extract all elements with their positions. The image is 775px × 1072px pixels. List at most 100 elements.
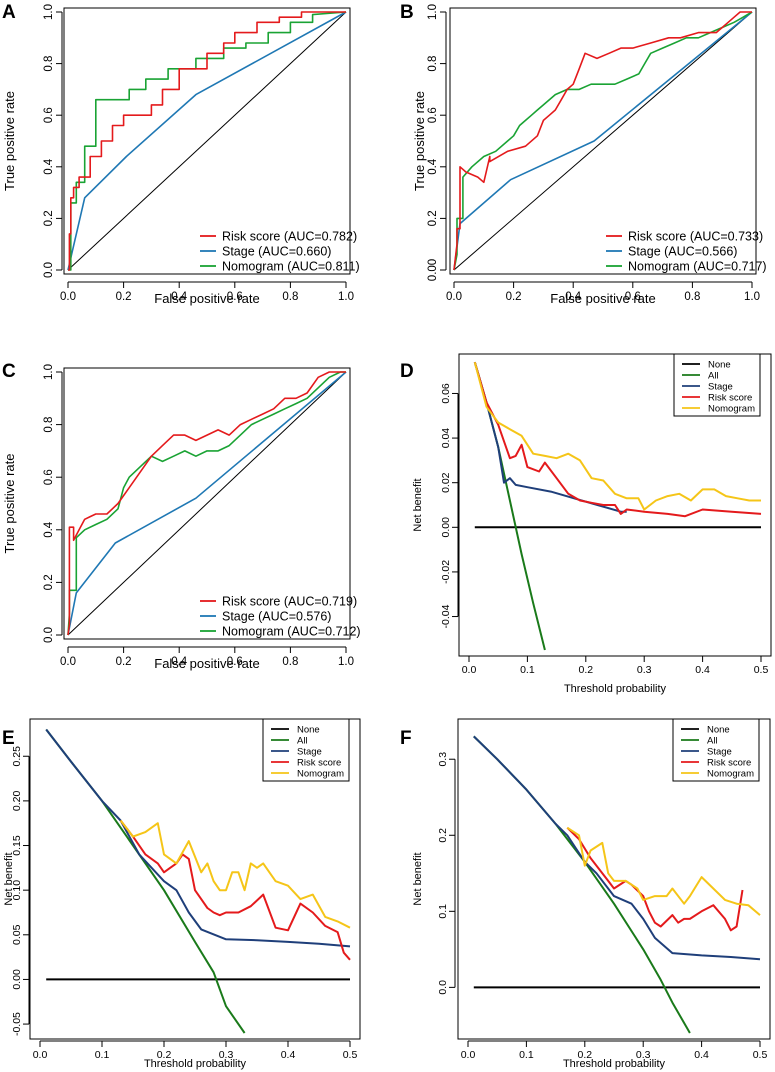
y-tick-label: 0.6 [43,107,55,123]
x-tick-label: 1.0 [338,656,354,668]
series-line-nomogram [67,371,346,636]
x-tick-label: 0.8 [282,656,298,668]
x-tick-label: 0.8 [684,291,700,303]
y-tick-label: 0.2 [43,210,55,226]
series-line-all [473,735,691,1034]
y-tick-label: 0.00 [440,517,452,538]
y-tick-label: 0.15 [11,835,23,856]
panel-b: B 0.0 0.2 0.4 0.6 0.8 1.0 0.00 0.2 0.4 0.6 0.8 1.0 Fa… [400,2,767,306]
plot-frame [29,718,361,1040]
x-tick-label: 0.2 [157,1049,172,1061]
series-line-risk [473,361,762,518]
legend-label-nomogram: Nomogram [708,404,755,415]
x-tick-label: 0.0 [446,291,462,303]
y-axis-title: Net benefit [3,852,15,905]
legend-label-all: All [297,736,308,747]
reference-diagonal [453,11,753,271]
y-tick-label: 0.2 [427,210,439,226]
legend: Risk score (AUC=0.733)Stage (AUC=0.566)N… [606,230,767,274]
plot-frame [449,7,757,275]
reference-diagonal [67,371,347,636]
x-tick-label: 0.0 [33,1049,48,1061]
y-tick-label: 0.10 [11,880,23,901]
legend-label-stage: Stage [297,747,322,758]
y-tick-label: 0.05 [11,924,23,945]
panel-e: E 0.0 0.1 0.2 0.3 0.4 0.5 -0.05 0.00 0.05 0.10 0.15… [2,718,361,1070]
x-tick-label: 0.0 [60,656,76,668]
legend-label-risk: Risk score (AUC=0.733) [628,230,763,244]
legend-label-none: None [707,725,730,736]
y-tick-label: 0.8 [43,417,55,433]
legend-label-nomogram: Nomogram [707,769,754,780]
legend-label-risk: Risk score (AUC=0.719) [222,595,357,609]
y-tick-label: 0.4 [43,158,55,175]
series-line-risk [566,826,744,932]
legend-label-nomogram: Nomogram (AUC=0.717) [628,260,767,274]
series-line-stage [67,371,347,636]
y-tick-label: 0.0 [437,980,449,995]
legend-label-all: All [707,736,718,747]
y-tick-label: 0.8 [427,56,439,72]
y-tick-label: -0.05 [11,1012,23,1036]
series-line-nomogram [473,361,761,511]
series-line-risk [68,11,346,271]
x-tick-label: 0.4 [565,291,582,303]
x-tick-label: 0.2 [506,291,522,303]
legend-label-nomogram: Nomogram [297,769,344,780]
x-tick-label: 0.6 [227,291,243,303]
legend-label-all: All [708,371,719,382]
panel-letter: B [400,2,414,23]
reference-diagonal [67,11,347,271]
legend-label-none: None [297,725,320,736]
x-tick-label: 0.8 [282,291,298,303]
panel-a: A 0.0 0.2 0.4 0.6 0.8 1.0 0.0 0.2 0.4 0.6 0.8 1.0 Fal… [2,2,360,306]
y-tick-label: 0.04 [440,428,452,449]
y-tick-label: 0.20 [11,791,23,812]
x-tick-label: 0.3 [637,664,652,676]
panel-c: C 0.0 0.2 0.4 0.6 0.8 1.0 0.0 0.2 0.4 0.6 0.8 1.0 Fal… [2,361,361,671]
y-tick-label: 0.4 [43,521,55,538]
plot-frame [457,718,771,1040]
y-tick-label: 0.6 [43,469,55,485]
plot-frame [63,7,351,275]
y-tick-label: 1.0 [43,364,55,380]
x-tick-label: 0.4 [171,656,188,668]
panel-letter: E [2,728,15,749]
y-tick-label: 0.0 [43,262,55,278]
series-line-stage [453,11,753,271]
x-tick-label: 0.3 [219,1049,234,1061]
legend-label-stage: Stage [708,382,733,393]
legend: Risk score (AUC=0.782)Stage (AUC=0.660)N… [200,230,360,274]
series-line-stage [67,11,347,271]
legend-label-stage: Stage [707,747,732,758]
y-axis-title: Net benefit [412,852,424,905]
y-tick-label: 1.0 [43,4,55,20]
x-axis-title: False positive rate [154,656,260,671]
panel-letter: D [400,361,414,382]
x-tick-label: 0.5 [753,1049,768,1061]
x-tick-label: 0.6 [227,656,243,668]
x-tick-label: 0.2 [116,291,132,303]
series-line-nomogram [566,826,761,916]
legend-label-nomogram: Nomogram (AUC=0.712) [222,625,361,639]
series-line-nomogram [119,819,351,929]
x-tick-label: 0.2 [116,656,132,668]
x-tick-label: 1.0 [744,291,760,303]
x-tick-label: 0.1 [519,1049,534,1061]
x-axis-title: False positive rate [550,291,656,306]
legend-label-risk: Risk score [297,758,341,769]
plot-frame [63,367,351,640]
legend-label-none: None [708,360,731,371]
y-tick-label: 0.3 [437,752,449,767]
y-axis-title: True positive rate [2,91,17,191]
y-tick-label: 0.25 [11,746,23,767]
series-line-stage [473,361,627,513]
panel-letter: F [400,728,412,749]
x-axis-title: Threshold probability [144,1058,247,1070]
y-tick-label: 0.1 [437,904,449,919]
y-tick-label: -0.02 [440,560,452,584]
x-tick-label: 0.4 [281,1049,296,1061]
